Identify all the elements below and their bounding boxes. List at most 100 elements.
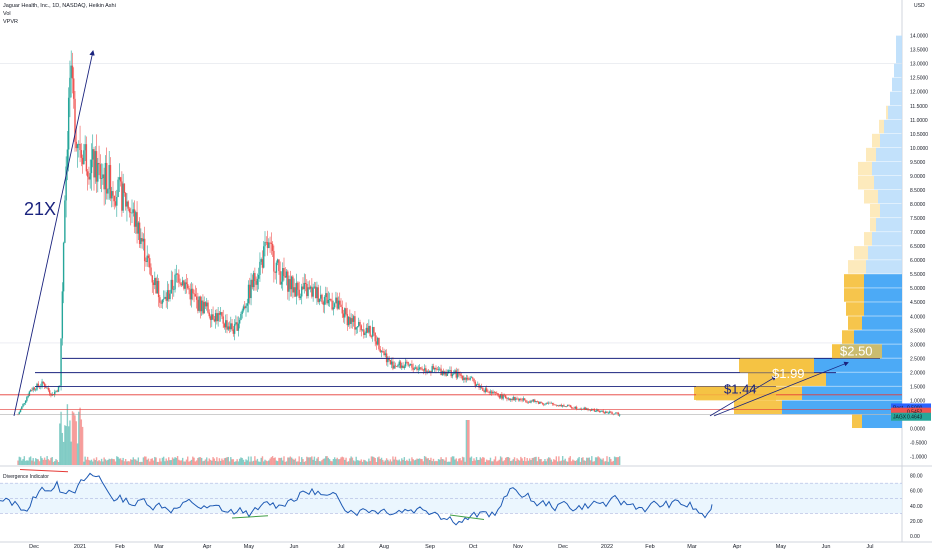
indicator-tick-label: 60.00	[910, 489, 923, 495]
volume-profile-bar	[868, 246, 902, 260]
volume-bar	[141, 461, 143, 465]
time-tick-label: Mar	[687, 544, 697, 550]
candle-body	[92, 149, 94, 160]
volume-bar	[216, 457, 218, 465]
candle-body	[48, 390, 51, 394]
candle-body	[507, 398, 509, 400]
candle-body	[69, 77, 71, 98]
candle-body	[437, 369, 440, 370]
price-tick-label: 13.0000	[910, 62, 928, 68]
volume-bar	[458, 458, 460, 465]
candle-body	[235, 322, 237, 325]
volume-bar	[36, 459, 38, 465]
volume-bar	[415, 459, 417, 465]
volume-bar	[567, 461, 569, 465]
candle-body	[427, 371, 430, 373]
volume-profile-bar	[876, 147, 902, 162]
volume-bar	[294, 458, 297, 465]
volume-bar	[278, 457, 280, 465]
candle-body	[540, 401, 542, 403]
price-tick-label: 1.5000	[910, 384, 926, 390]
volume-profile-bar	[748, 372, 826, 386]
candle-body	[21, 406, 23, 410]
volume-bar	[583, 460, 585, 465]
volume-bar	[105, 460, 108, 465]
candle-body	[67, 97, 70, 150]
volume-profile-bar	[826, 372, 902, 386]
candle-body	[431, 366, 433, 373]
candle-body	[184, 282, 186, 289]
volume-profile-bar	[782, 400, 902, 414]
candle-body	[18, 412, 20, 415]
volume-bar	[377, 457, 379, 465]
volume-bar	[526, 458, 528, 465]
candle-body	[27, 395, 29, 398]
volume-bar	[245, 459, 247, 465]
volume-bar	[128, 461, 131, 465]
volume-bar	[146, 459, 148, 465]
candle-body	[288, 279, 290, 292]
volume-bar	[22, 459, 24, 465]
candle-body	[168, 290, 170, 300]
candle-body	[279, 271, 281, 285]
volume-bar	[50, 457, 52, 465]
candle-body	[165, 296, 167, 301]
candle-body	[428, 371, 431, 373]
candle-body	[278, 259, 280, 272]
candle-body	[236, 322, 238, 331]
candle-body	[570, 406, 573, 408]
candle-body	[488, 392, 490, 394]
volume-bar	[347, 461, 350, 465]
candle-body	[568, 404, 570, 406]
volume-bar	[593, 461, 596, 465]
volume-bar	[81, 426, 84, 465]
volume-bar	[138, 461, 141, 465]
candle-body	[311, 286, 313, 297]
candle-body	[259, 261, 261, 275]
candle-body	[606, 411, 608, 413]
candle-body	[554, 404, 556, 406]
candle-body	[385, 353, 388, 363]
volume-bar	[46, 456, 48, 465]
candle-body	[575, 406, 578, 410]
volume-bar	[373, 457, 375, 465]
candle-body	[289, 279, 292, 290]
volume-bar	[131, 459, 133, 465]
candle-body	[249, 284, 251, 299]
volume-bar	[456, 461, 459, 465]
candle-body	[596, 409, 598, 412]
candle-body	[347, 316, 350, 326]
volume-bar	[468, 420, 470, 465]
price-badge-value: 0.4643	[907, 415, 923, 421]
time-tick-label: May	[244, 544, 255, 550]
volume-bar	[230, 457, 232, 465]
volume-bar	[175, 457, 178, 465]
volume-bar	[482, 456, 484, 465]
time-tick-label: Dec	[29, 544, 39, 550]
candle-body	[171, 279, 174, 290]
candle-body	[365, 327, 368, 334]
candle-body	[366, 327, 369, 333]
volume-bar	[302, 459, 304, 465]
volume-bar	[499, 456, 502, 465]
candle-body	[226, 320, 228, 330]
volume-bar	[532, 457, 535, 465]
volume-bar	[23, 456, 26, 465]
time-tick-label: Feb	[115, 544, 124, 550]
candle-body	[504, 395, 507, 399]
volume-bar	[169, 460, 171, 465]
candle-body	[378, 337, 380, 350]
volume-bar	[535, 456, 537, 465]
volume-bar	[290, 457, 293, 465]
volume-bar	[549, 457, 551, 465]
volume-bar	[542, 461, 545, 465]
volume-bar	[235, 461, 237, 465]
candle-body	[469, 377, 471, 380]
volume-bar	[441, 459, 444, 465]
volume-bar	[130, 459, 132, 465]
volume-bar	[84, 456, 86, 465]
volume-bar	[183, 461, 185, 465]
volume-bar	[402, 459, 404, 465]
volume-bar	[155, 457, 157, 465]
